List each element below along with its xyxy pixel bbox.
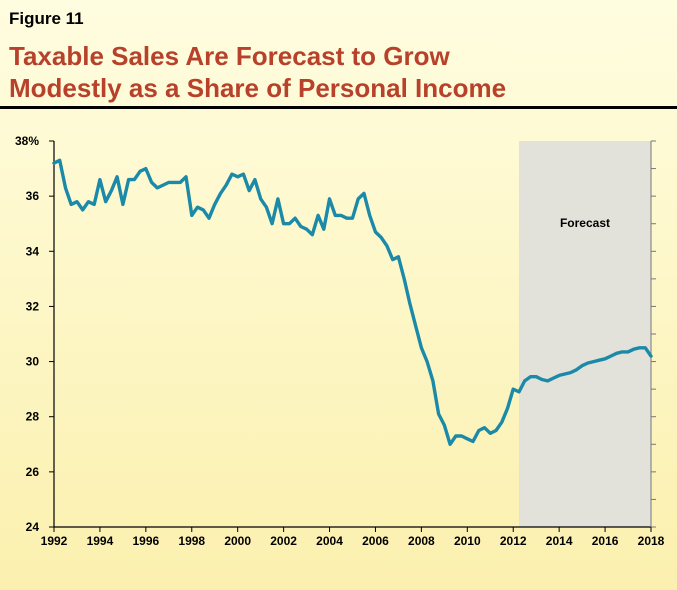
chart-title-line-1: Taxable Sales Are Forecast to Grow: [9, 41, 450, 71]
y-tick-label: 28: [26, 410, 40, 424]
x-tick-label: 1998: [178, 534, 205, 548]
series-line: [52, 158, 653, 446]
chart-title: Taxable Sales Are Forecast to Grow Modes…: [9, 40, 506, 104]
x-tick-label: 2004: [316, 534, 343, 548]
forecast-region-layer: [518, 141, 651, 527]
x-tick-label: 2006: [362, 534, 389, 548]
x-tick-label: 2002: [270, 534, 297, 548]
y-tick-label: 32: [26, 299, 40, 313]
x-tick-label: 2012: [500, 534, 527, 548]
figure-label: Figure 11: [9, 9, 84, 28]
x-tick-label: 2018: [638, 534, 665, 548]
axes-layer: [49, 140, 656, 532]
x-tick-label: 2000: [224, 534, 251, 548]
y-tick-label: 24: [26, 520, 40, 534]
forecast-label: Forecast: [560, 216, 610, 230]
x-tick-label: 2010: [454, 534, 481, 548]
forecast-region: [518, 141, 651, 527]
y-tick-label: 36: [26, 189, 40, 203]
x-tick-label: 1996: [132, 534, 159, 548]
y-tick-label: 26: [26, 465, 40, 479]
x-tick-label: 2016: [592, 534, 619, 548]
y-tick-label: 38%: [15, 134, 39, 148]
x-tick-label: 1994: [87, 534, 114, 548]
title-divider: [0, 106, 677, 109]
y-tick-label: 34: [26, 244, 40, 258]
x-tick-label: 2014: [546, 534, 573, 548]
series-layer: [52, 158, 653, 446]
x-tick-label: 2008: [408, 534, 435, 548]
y-tick-label: 30: [26, 355, 40, 369]
x-tick-label: 1992: [41, 534, 68, 548]
chart-title-line-2: Modestly as a Share of Personal Income: [9, 73, 507, 103]
